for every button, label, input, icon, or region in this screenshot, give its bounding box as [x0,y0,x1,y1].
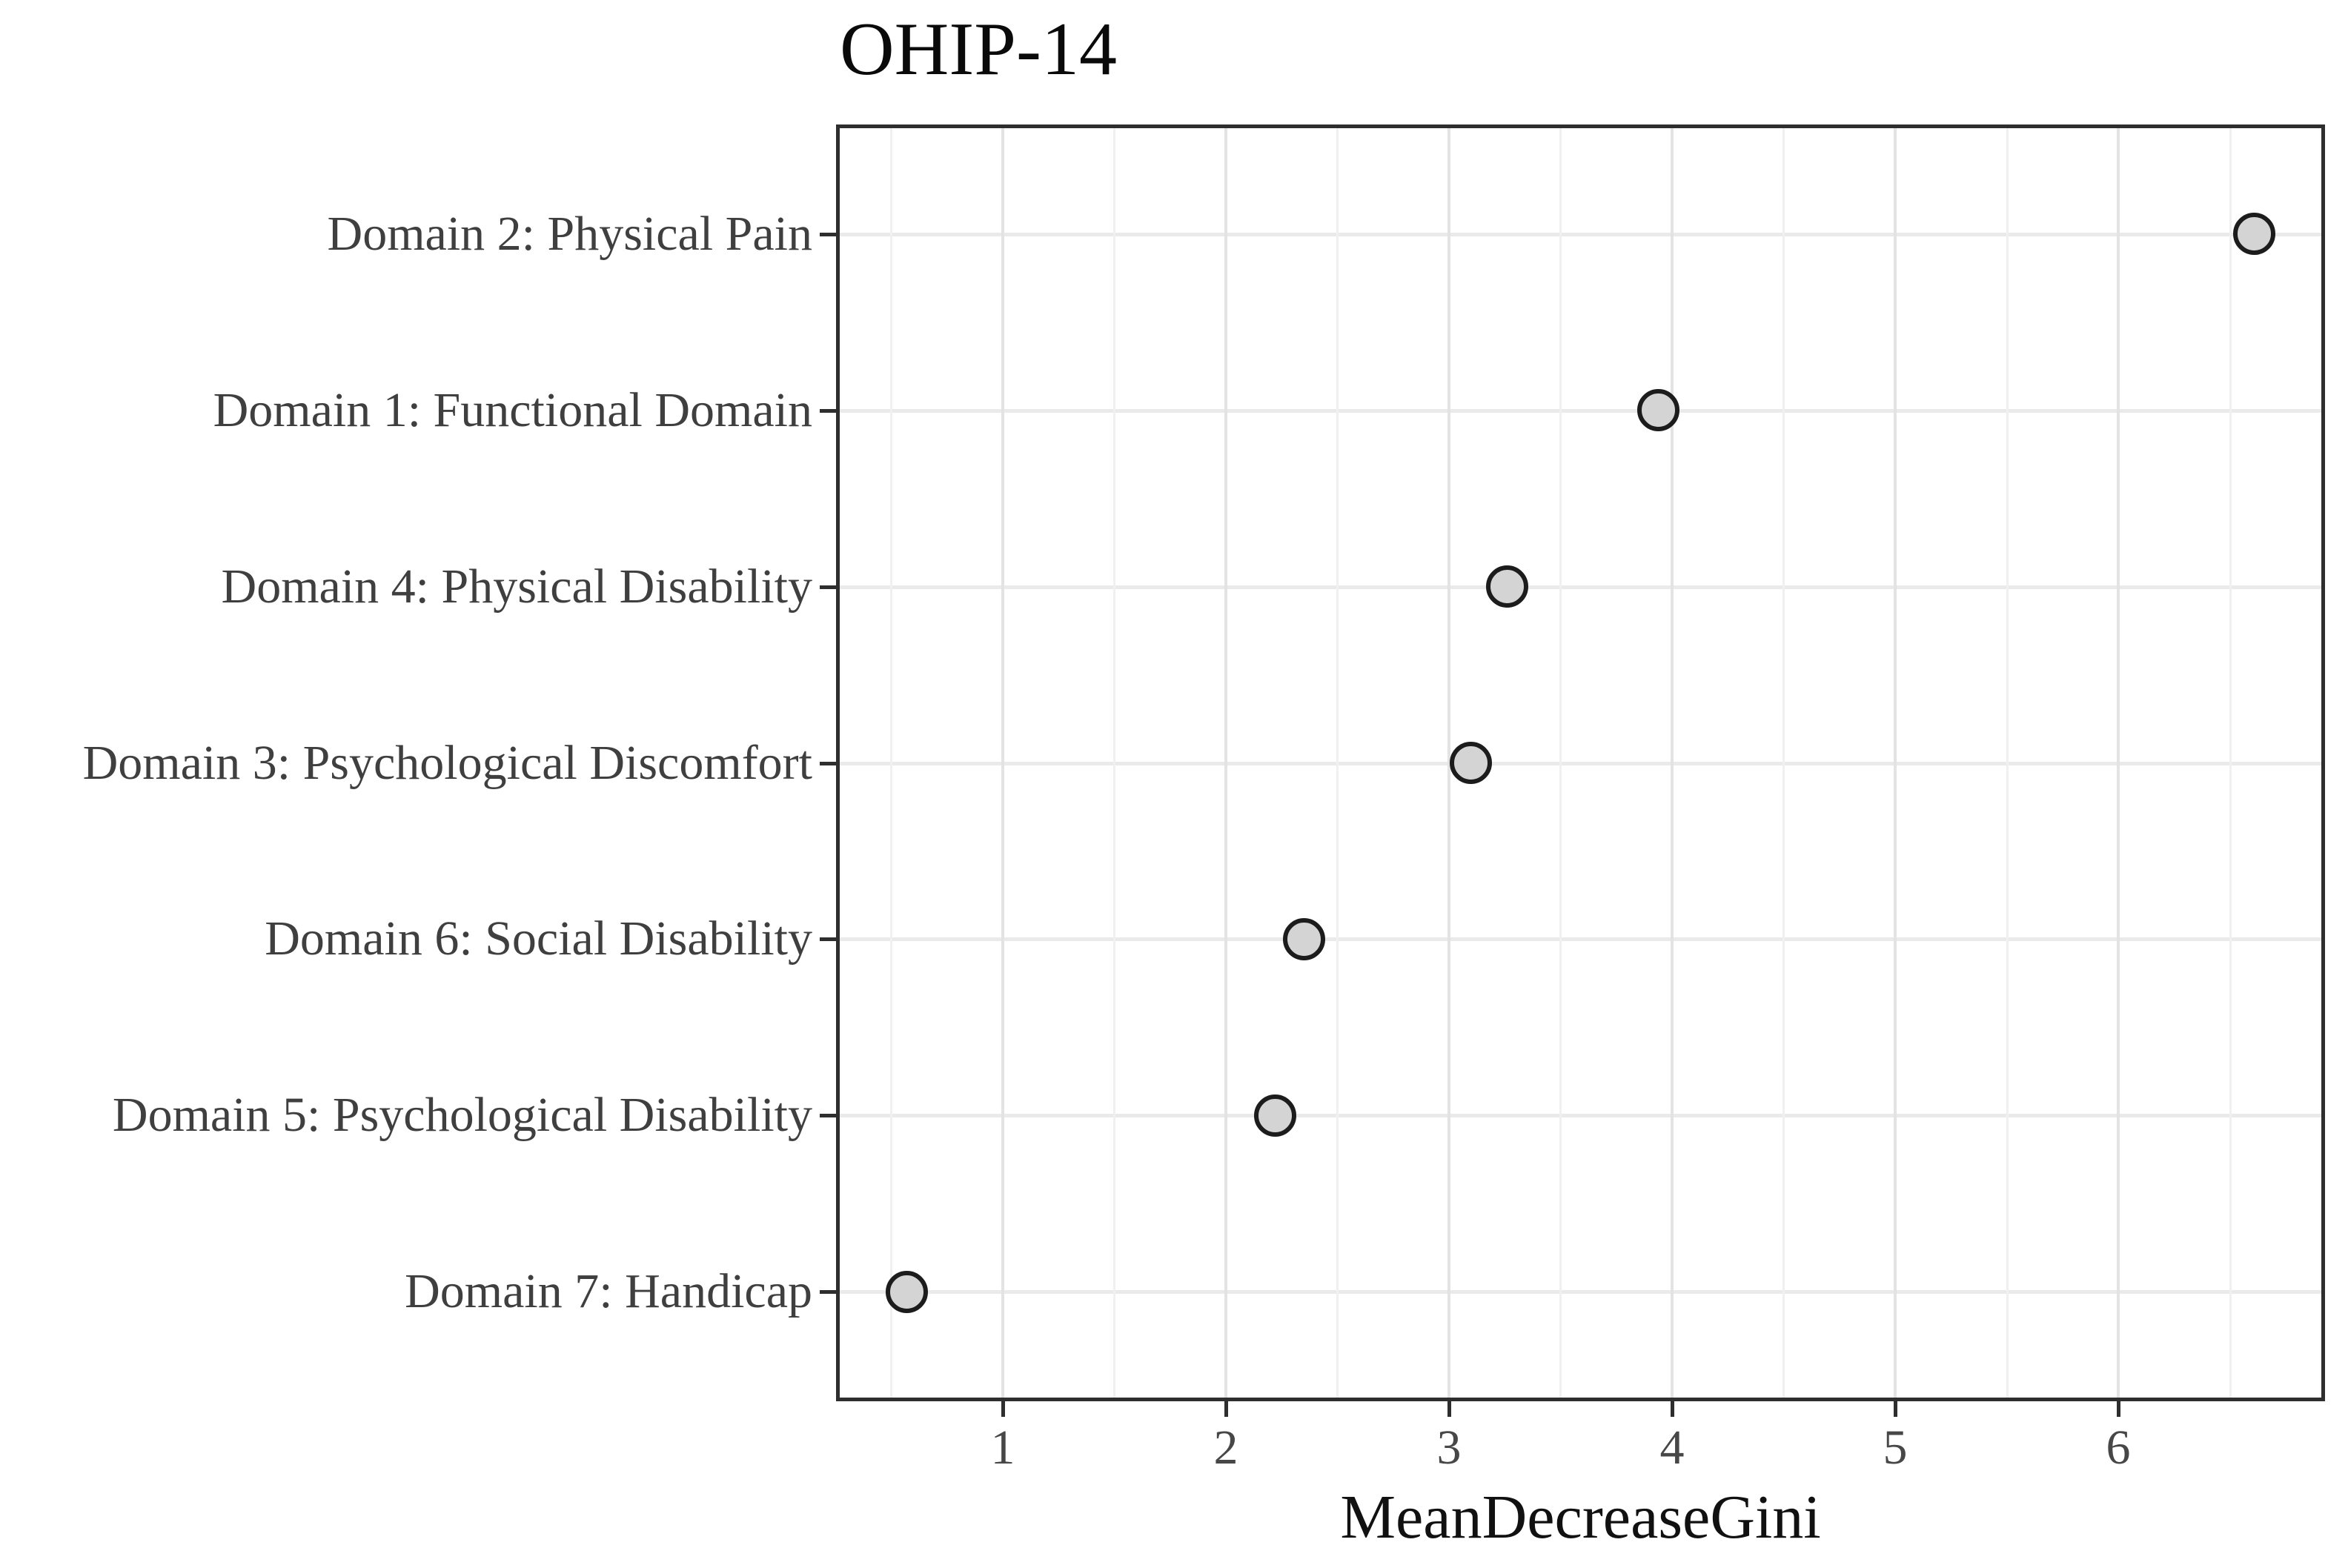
gridline-major-v [2117,128,2120,1398]
data-point [1283,918,1325,960]
gridline-row [840,409,2321,413]
y-axis-label: Domain 1: Functional Domain [213,383,812,437]
gridline-minor-v [2229,128,2232,1398]
gridline-row [840,937,2321,941]
x-tick-mark [1671,1399,1674,1417]
x-tick-label: 4 [1659,1421,1685,1475]
y-tick-mark [820,1114,838,1117]
data-point [1450,742,1492,784]
y-axis-label: Domain 3: Psychological Discomfort [82,736,812,790]
y-tick-mark [820,937,838,941]
gridline-major-v [1671,128,1674,1398]
gridline-row [840,233,2321,236]
gridline-minor-v [1336,128,1339,1398]
x-tick-label: 2 [1213,1421,1238,1475]
gridline-major-v [1224,128,1227,1398]
x-axis-title: MeanDecreaseGini [1340,1483,1821,1552]
x-tick-mark [1447,1399,1451,1417]
y-axis-label: Domain 2: Physical Pain [327,207,812,261]
x-tick-label: 1 [990,1421,1015,1475]
plot-panel [836,124,2325,1401]
x-tick-mark [1894,1399,1897,1417]
gridline-major-v [1894,128,1897,1398]
y-axis-label: Domain 7: Handicap [405,1264,812,1318]
gridline-major-v [1001,128,1004,1398]
y-axis-label: Domain 4: Physical Disability [221,559,812,614]
data-point [1637,389,1679,431]
gridline-row [840,1114,2321,1117]
y-axis-label: Domain 6: Social Disability [265,911,812,966]
x-tick-mark [1001,1399,1005,1417]
data-point [886,1271,928,1313]
y-tick-mark [820,409,838,413]
data-point [2233,213,2275,255]
chart-title: OHIP-14 [840,7,1117,91]
data-point [1486,565,1528,608]
y-tick-mark [820,762,838,765]
gridline-row [840,585,2321,589]
gridline-minor-v [2006,128,2009,1398]
gridline-row [840,1290,2321,1294]
gridline-minor-v [1559,128,1562,1398]
gridline-major-v [1447,128,1450,1398]
gridline-row [840,762,2321,765]
x-tick-label: 6 [2106,1421,2131,1475]
x-tick-mark [1224,1399,1228,1417]
gridline-minor-v [890,128,892,1398]
y-tick-mark [820,1290,838,1294]
y-tick-mark [820,233,838,236]
data-point [1254,1094,1296,1137]
gridline-minor-v [1113,128,1115,1398]
x-tick-mark [2117,1399,2120,1417]
y-tick-mark [820,585,838,589]
gridline-minor-v [1782,128,1785,1398]
y-axis-label: Domain 5: Psychological Disability [112,1088,812,1142]
x-tick-label: 3 [1436,1421,1462,1475]
x-tick-label: 5 [1883,1421,1908,1475]
